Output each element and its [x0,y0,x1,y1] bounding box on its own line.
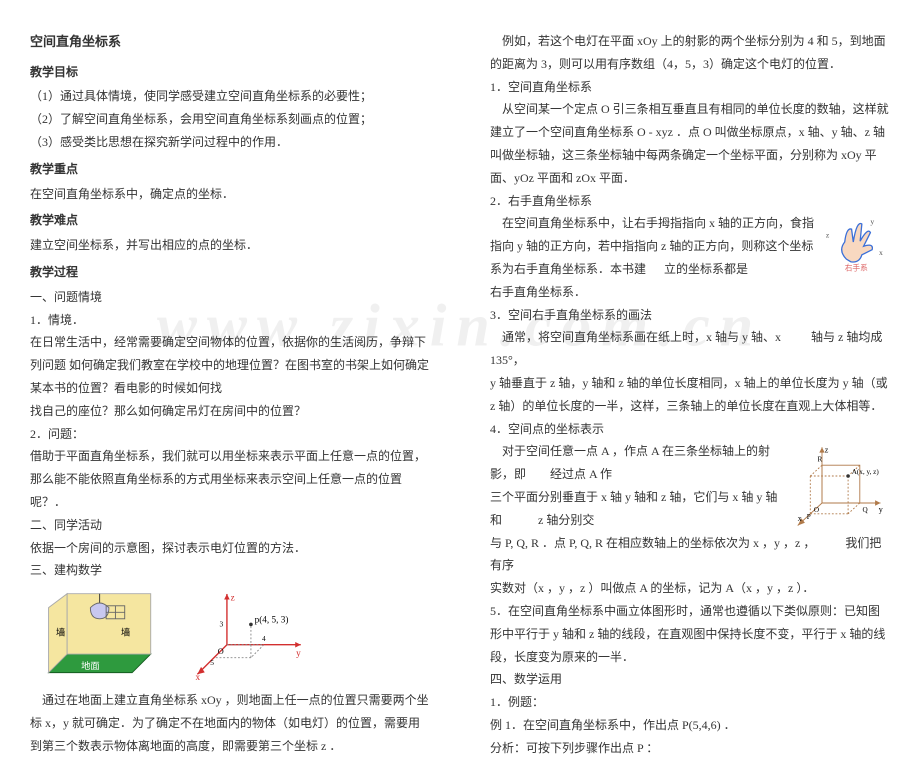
s4-p2b: z 轴分别交 [538,513,594,527]
p2-intro: 例如，若这个电灯在平面 xOy 上的射影的两个坐标分别为 4 和 5，到地面的距… [490,30,890,76]
keypoint-text: 在空间直角坐标系中，确定点的坐标． [30,183,430,206]
situation-p1: 在日常生活中，经常需要确定空间物体的位置，依据你的生活阅历，争辩下列问题 如何确… [30,331,430,399]
s1-head: 1．空间直角坐标系 [490,76,890,99]
svg-text:z: z [826,231,830,240]
s3-head: 3．空间右手直角坐标系的画法 [490,304,890,327]
page-left: 空间直角坐标系 教学目标 （1）通过具体情境，使同学感受建立空间直角坐标系的必要… [0,0,460,651]
cube-figure: A(x, y, z) z R y Q x P O [790,440,890,530]
s3-p1: 通常，将空间直角坐标系画在纸上时，x 轴与 y 轴、x [502,330,781,344]
doc-title: 空间直角坐标系 [30,30,430,55]
wall-label-1: 墙 [56,627,65,639]
sec2-p: 依据一个房间的示意图，探讨表示电灯位置的方法． [30,537,430,560]
svg-text:O: O [218,647,224,656]
svg-text:P: P [807,514,811,522]
wall-label-2: 墙 [121,627,130,639]
document: 空间直角坐标系 教学目标 （1）通过具体情境，使同学感受建立空间直角坐标系的必要… [0,0,920,651]
svg-text:R: R [818,456,823,464]
goal-3: （3）感受类比思想在探究新学问过程中的作用． [30,131,430,154]
svg-text:3: 3 [220,619,224,628]
question-head: 2．问题： [30,423,430,446]
s3-p2: y 轴垂直于 z 轴，y 轴和 z 轴的单位长度相同，x 轴上的单位长度为 y … [490,372,890,418]
s2-p2: 右手直角坐标系． [490,281,890,304]
s4-head: 4．空间点的坐标表示 [490,418,890,441]
situation-head: 1．情境． [30,309,430,332]
goals-head: 教学目标 [30,61,430,84]
ex1-text: 例 1．在空间直角坐标系中，作出点 P(5,4,6) ． [490,714,890,737]
goal-2: （2）了解空间直角坐标系，会用空间直角坐标系刻画点的位置； [30,108,430,131]
svg-text:O: O [814,506,819,514]
s2-p1b: 立的坐标系都是 [664,262,748,276]
s1-p: 从空间某一个定点 O 引三条相互垂直且有相同的单位长度的数轴，这样就建立了一个空… [490,98,890,189]
s4-p4: 实数对（x ，y ，z ）叫做点 A 的坐标，记为 A（x ，y ，z ）． [490,577,890,600]
hand-figure: z y x 右手系 [820,212,890,272]
s4-p3: 与 P, Q, R ．点 P, Q, R 在相应数轴上的坐标依次为 x ，y ，… [490,536,815,550]
axis-figure: p(4, 5, 3) z y x O 4 5 3 [190,588,310,683]
process-head: 教学过程 [30,261,430,284]
svg-text:x: x [798,514,802,523]
question-p: 借助于平面直角坐标系，我们就可以用坐标来表示平面上任意一点的位置，那么能不能依照… [30,445,430,513]
room-figure: 墙 墙 地面 [30,588,160,683]
figure-row: 墙 墙 地面 p(4, 5, 3) z y x [30,588,430,683]
sec3-head: 三、建构数学 [30,559,430,582]
svg-text:x: x [196,672,201,682]
goal-1: （1）通过具体情境，使同学感受建立空间直角坐标系的必要性； [30,85,430,108]
s5-text: 5．在空间直角坐标系中画立体图形时，通常也遵循以下类似原则：已知图形中平行于 y… [490,600,890,668]
s4-p1b: 经过点 A 作 [550,467,612,481]
sec2-head: 二、同学活动 [30,514,430,537]
s4-p2: 三个平面分别垂直于 x 轴 y 轴和 z 轴，它们与 x 轴 y 轴和 [490,490,777,527]
floor-label: 地面 [81,660,100,672]
hand-label: 右手系 [845,263,868,273]
page-right: 例如，若这个电灯在平面 xOy 上的射影的两个坐标分别为 4 和 5，到地面的距… [460,0,920,651]
sec4-head: 四、数学运用 [490,668,890,691]
svg-text:z: z [825,446,829,455]
sec1-head: 一、问题情境 [30,286,430,309]
svg-text:x: x [879,248,883,257]
cube-point-label: A(x, y, z) [852,469,880,477]
s2-p1: 在空间直角坐标系中，让右手拇指指向 x 轴的正方向，食指指向 y 轴的正方向，若… [490,216,814,276]
situation-p1b: 找自己的座位？那么如何确定吊灯在房间中的位置？ [30,400,430,423]
keypoint-head: 教学重点 [30,158,430,181]
s4-p1: 对于空间任意一点 A ，作点 A 在三条坐标轴上的射影，即 [490,444,770,481]
svg-text:5: 5 [210,658,214,667]
svg-text:4: 4 [262,634,266,643]
s2-head: 2．右手直角坐标系 [490,190,890,213]
ex1-ans: 分析：可按下列步骤作出点 P ： [490,737,890,760]
axis-point-label: p(4, 5, 3) [255,615,289,625]
svg-text:z: z [231,593,235,603]
page1-end: 通过在地面上建立直角坐标系 xOy ，则地面上任一点的位置只需要两个坐标 x，y… [30,689,430,757]
svg-text:Q: Q [863,506,869,514]
hardpoint-head: 教学难点 [30,209,430,232]
svg-text:y: y [870,217,874,226]
hardpoint-text: 建立空间坐标系，并写出相应的点的坐标． [30,234,430,257]
svg-text:y: y [296,648,301,658]
svg-text:y: y [879,505,883,514]
ex-head: 1．例题： [490,691,890,714]
